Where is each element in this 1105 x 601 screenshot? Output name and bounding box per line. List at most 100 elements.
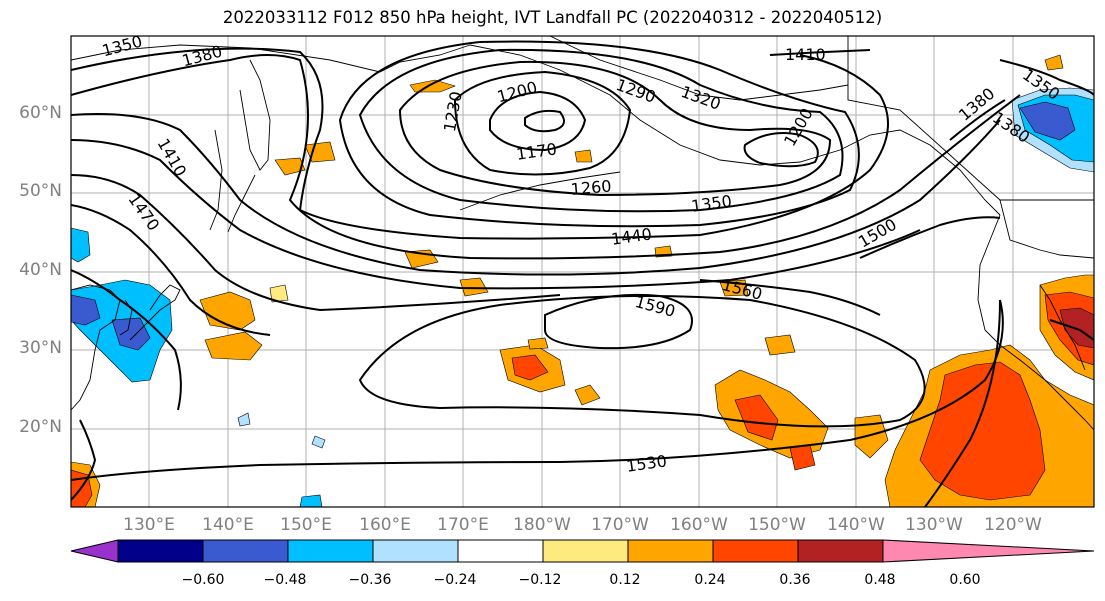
colorbar-tick: −0.12: [518, 572, 562, 588]
colorbar-segment: [117, 539, 204, 563]
lon-label: 180°W: [513, 515, 571, 535]
shade-orange-small: [574, 384, 601, 406]
lon-label: 140°E: [202, 515, 254, 535]
height-contours: [71, 40, 1094, 507]
lat-label: 30°N: [19, 338, 62, 358]
colorbar: [70, 539, 1095, 563]
colorbar-tick: −0.60: [181, 572, 225, 588]
shade-blue-small: [311, 435, 326, 449]
lon-label: 170°W: [591, 515, 649, 535]
colorbar-segment: [372, 539, 459, 563]
colorbar-segment: [797, 539, 884, 563]
contour-1200b: [743, 132, 819, 168]
contour-1320: [338, 40, 860, 228]
colorbar-tick: −0.36: [348, 572, 392, 588]
lat-label: 50°N: [19, 181, 62, 201]
shade-blue-topleft: [71, 227, 91, 263]
colorbar-tick: −0.48: [263, 572, 307, 588]
coastline-sakhalin: [209, 129, 223, 231]
colorbar-segment: [712, 539, 799, 563]
lat-label: 60°N: [19, 103, 62, 123]
shade-orange-small: [764, 334, 796, 356]
shade-red-central: [511, 354, 549, 381]
shade-blue-small: [299, 494, 323, 507]
colorbar-segment: [542, 539, 629, 563]
coastlines: [71, 36, 1094, 431]
lon-label: 170°E: [437, 515, 489, 535]
contour-1410-top: [769, 49, 871, 56]
shade-darkblue-canada: [1019, 101, 1076, 141]
shade-darkblue-eastasia: [71, 294, 101, 326]
shade-orange-small: [574, 149, 593, 163]
contour-1350-ne: [999, 59, 1094, 96]
shade-orange-small: [527, 337, 549, 350]
contour-1410: [71, 113, 1001, 276]
contour-1530b: [924, 299, 1001, 507]
lon-label: 150°W: [748, 515, 806, 535]
coastline-bc: [977, 214, 1001, 331]
contour-1260: [398, 60, 832, 197]
coastline-islands-aleutian: [459, 171, 621, 211]
colorbar-tick: −0.24: [433, 572, 477, 588]
colorbar-segment: [287, 539, 374, 563]
colorbar-tick: 0.36: [779, 572, 811, 588]
contour-1500c: [1049, 319, 1094, 341]
contour-label: 1410: [785, 45, 826, 64]
coastline-alaska: [469, 44, 1001, 216]
shade-darkblue-japan: [111, 317, 151, 351]
coastline-siberia: [71, 44, 471, 73]
colorbar-segment: [627, 539, 714, 563]
colorbar-tick: 0.12: [609, 572, 641, 588]
contour-west-1: [71, 419, 97, 501]
contour-1170: [524, 109, 565, 133]
lon-label: 130°E: [123, 515, 175, 535]
contour-1590-outer: [358, 295, 926, 428]
shade-orange-small: [304, 141, 336, 163]
shade-red-eastpac: [919, 361, 1046, 501]
shade-orange-small: [1044, 54, 1064, 71]
colorbar-segment: [457, 539, 544, 563]
colorbar-segment: [202, 539, 289, 563]
contour-label: 1260: [570, 176, 613, 199]
coastline-alaska-north: [549, 36, 849, 101]
contour-1440: [71, 139, 921, 290]
shade-yellow-small: [269, 284, 289, 303]
coastline-baja: [1039, 284, 1086, 371]
contour-1560: [71, 269, 182, 411]
shade-red-hawaii: [734, 394, 779, 441]
contour-1350: [71, 47, 889, 240]
lon-label: 120°W: [984, 515, 1042, 535]
lon-label: 160°E: [359, 515, 411, 535]
shade-blue-small: [237, 412, 251, 427]
contour-1470: [71, 174, 561, 312]
border-us-canada: [847, 36, 1094, 201]
contour-1500b: [859, 216, 1001, 259]
colorbar-extend-right: [882, 539, 1095, 563]
colorbar-extend-left: [70, 539, 119, 563]
contour-1380-ne: [949, 99, 1006, 141]
coastline-kamchatka: [239, 59, 271, 171]
ivt-shading: [71, 54, 1094, 507]
shade-orange-small: [274, 157, 306, 176]
contour-1380: [71, 54, 1021, 260]
shade-orange-small: [409, 79, 456, 93]
map-title: 2022033112 F012 850 hPa height, IVT Land…: [222, 8, 883, 27]
lon-label: 150°E: [280, 515, 332, 535]
map-frame: [70, 35, 1095, 508]
lon-label: 130°W: [905, 515, 963, 535]
contour-1230: [453, 70, 632, 176]
contour-1560b: [699, 279, 881, 316]
contour-1290: [358, 48, 844, 213]
lat-label: 20°N: [19, 417, 62, 437]
coastline-asia: [71, 284, 121, 411]
lon-label: 140°W: [827, 515, 885, 535]
shade-orange-small: [459, 277, 489, 297]
shade-orange-japan: [199, 291, 256, 331]
colorbar-tick: 0.24: [694, 572, 726, 588]
contour-1530: [71, 299, 1004, 481]
contour-1200a: [489, 90, 587, 152]
colorbar-tick: 0.48: [864, 572, 896, 588]
border-west: [999, 199, 1094, 259]
lat-label: 40°N: [19, 260, 62, 280]
